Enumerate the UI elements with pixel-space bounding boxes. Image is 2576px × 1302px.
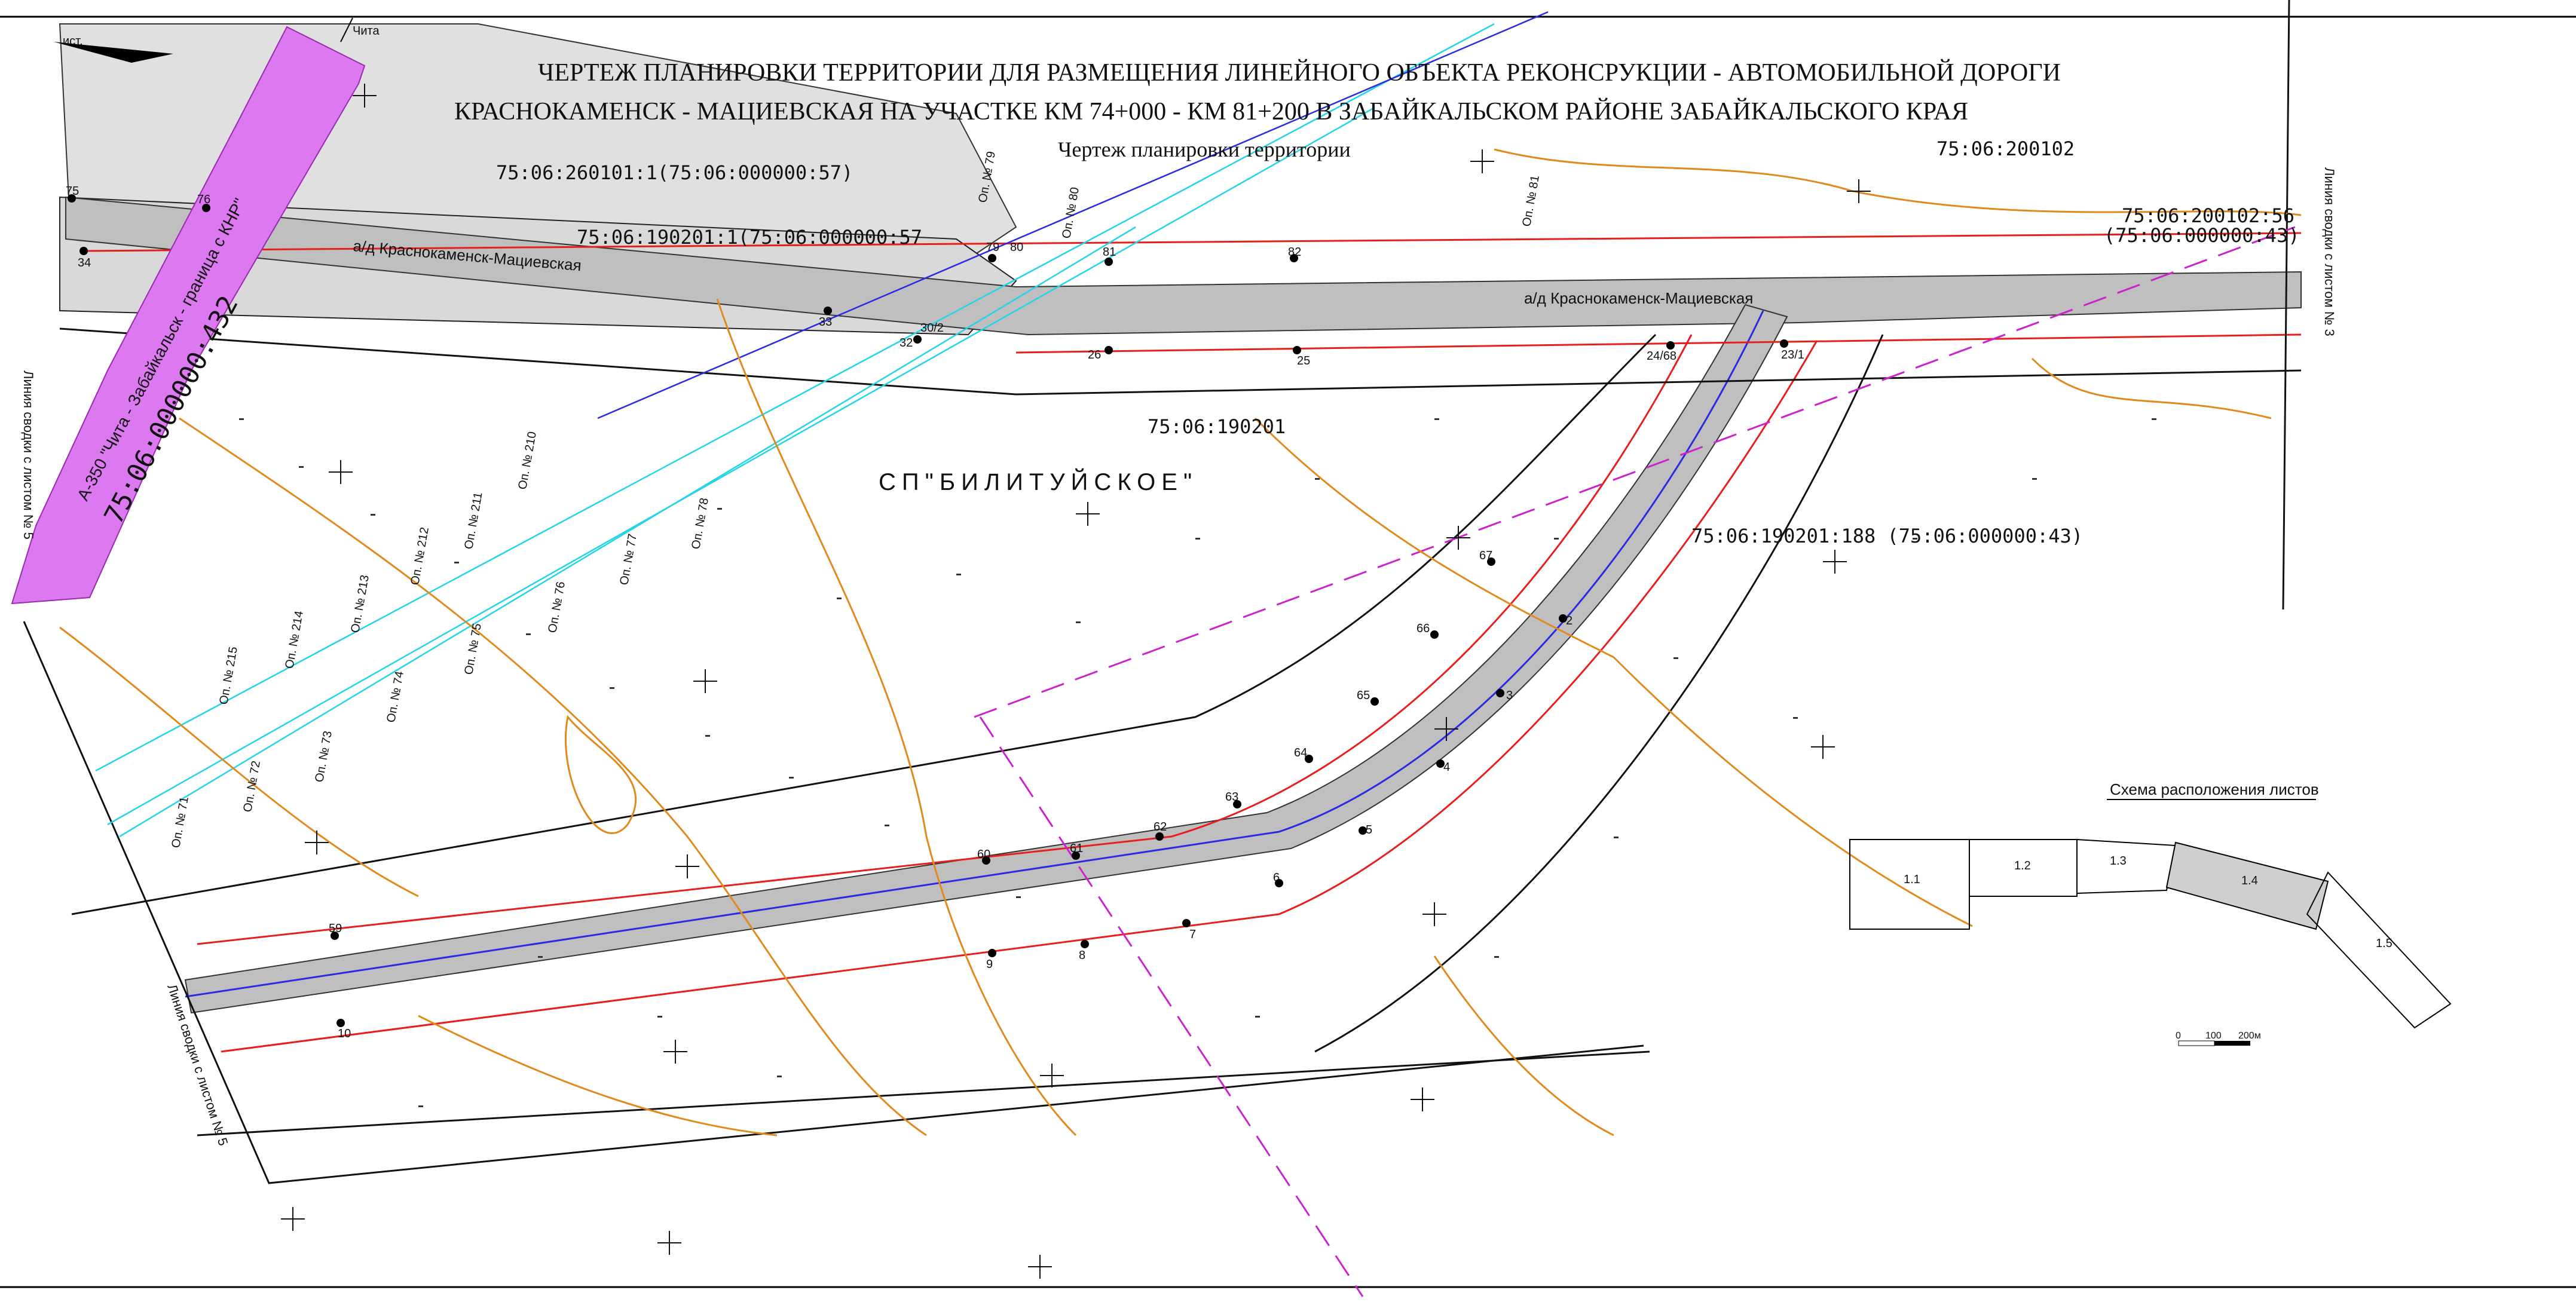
svg-text:62: 62 — [1154, 820, 1167, 834]
svg-text:82: 82 — [1288, 246, 1301, 259]
svg-text:76: 76 — [197, 193, 210, 206]
svg-text:Оп. № 77: Оп. № 77 — [617, 533, 640, 586]
svg-text:Оп. № 73: Оп. № 73 — [313, 730, 335, 783]
svg-text:67: 67 — [1479, 549, 1492, 562]
svg-text:100: 100 — [2205, 1031, 2222, 1041]
title-line-1: ЧЕРТЕЖ ПЛАНИРОВКИ ТЕРРИТОРИИ ДЛЯ РАЗМЕЩЕ… — [538, 59, 2061, 87]
svg-text:75: 75 — [66, 185, 79, 198]
boundary-line-4 — [1314, 334, 1884, 1053]
red-line-1 — [83, 232, 2302, 252]
grid-crosses — [281, 84, 1871, 1279]
blue-comm-line — [597, 11, 1549, 419]
svg-text:24/68: 24/68 — [1647, 350, 1676, 363]
parcel-label-3: 75:06:200102 — [1936, 137, 2075, 160]
parcel-label-4b: (75:06:000000:43) — [2104, 224, 2300, 247]
parcel-label-4a: 75:06:200102:56 — [2122, 204, 2294, 227]
svg-text:1.2: 1.2 — [2014, 859, 2031, 872]
svg-text:3: 3 — [1506, 689, 1513, 702]
svg-text:60: 60 — [977, 848, 990, 861]
svg-text:1.1: 1.1 — [1904, 873, 1920, 886]
svg-text:30/2: 30/2 — [920, 321, 944, 335]
svg-text:9: 9 — [986, 958, 993, 971]
svg-text:200м: 200м — [2238, 1031, 2261, 1041]
boundary-line-2 — [71, 333, 1657, 915]
svg-text:Оп. № 76: Оп. № 76 — [546, 581, 568, 634]
svg-text:1.4: 1.4 — [2241, 874, 2258, 887]
svg-text:64: 64 — [1294, 746, 1307, 759]
boundary-line-1 — [59, 327, 2302, 396]
boundary-line-5 — [2282, 0, 2290, 610]
parcel-label-6: 75:06:190201:188 (75:06:000000:43) — [1691, 525, 2083, 547]
svg-text:Оп. № 74: Оп. № 74 — [384, 670, 406, 724]
svg-text:79: 79 — [986, 241, 999, 254]
svg-text:33: 33 — [819, 315, 832, 329]
north-arrow: ист. — [54, 35, 173, 63]
svg-text:5: 5 — [1366, 823, 1372, 837]
svg-text:2: 2 — [1566, 614, 1572, 627]
svg-text:63: 63 — [1225, 791, 1238, 804]
chita-label: Чита — [353, 24, 380, 38]
svg-text:Оп. № 75: Оп. № 75 — [462, 623, 484, 676]
power-lines — [95, 23, 1495, 838]
sheet-scheme: Схема расположения листов 1.1 1.2 1.3 1.… — [1849, 780, 2452, 1029]
point-labels: 75 76 34 33 32 30/2 79 80 81 82 26 25 24… — [66, 185, 1804, 1040]
svg-text:7: 7 — [1189, 928, 1196, 941]
contour-lines — [59, 148, 2302, 1136]
svg-text:66: 66 — [1417, 622, 1430, 635]
magenta-dash-2 — [979, 716, 1364, 1297]
svg-text:61: 61 — [1070, 842, 1083, 855]
red-line-4 — [221, 340, 1818, 1053]
edge-label-right: Линия сводки с листом № 3 — [2322, 167, 2337, 336]
svg-text:Схема расположения листов: Схема расположения листов — [2110, 780, 2319, 798]
svg-text:80: 80 — [1010, 241, 1023, 254]
svg-text:1.5: 1.5 — [2376, 937, 2393, 950]
parcel-label-2: 75:06:190201:1(75:06:000000:57 — [577, 226, 922, 249]
svg-text:Оп. № 215: Оп. № 215 — [217, 646, 240, 706]
chita-arrow — [340, 17, 353, 42]
svg-text:Оп. № 212: Оп. № 212 — [408, 526, 432, 586]
sheet-edge-line — [23, 621, 1644, 1184]
svg-text:Оп. № 72: Оп. № 72 — [241, 760, 263, 813]
road-label-right: а/д Краснокаменск-Мациевская — [1524, 289, 1753, 307]
road-axis-line — [185, 310, 1764, 998]
svg-text:23/1: 23/1 — [1781, 348, 1804, 362]
svg-text:10: 10 — [338, 1027, 351, 1040]
svg-text:32: 32 — [900, 336, 913, 350]
svg-text:8: 8 — [1079, 949, 1085, 962]
svg-text:59: 59 — [329, 922, 342, 935]
svg-text:Оп. № 81: Оп. № 81 — [1520, 174, 1542, 228]
svg-text:26: 26 — [1088, 348, 1101, 362]
edge-label-left: Линия сводки с листом № 5 — [21, 370, 36, 540]
svg-text:6: 6 — [1273, 871, 1280, 884]
svg-text:0: 0 — [2176, 1031, 2181, 1041]
svg-text:Оп. № 211: Оп. № 211 — [462, 491, 485, 550]
svg-text:65: 65 — [1357, 689, 1370, 702]
boundary-line-3 — [197, 1050, 1650, 1136]
parcel-label-1: 75:06:260101:1(75:06:000000:57) — [496, 161, 853, 184]
red-line-2 — [1015, 333, 2302, 354]
svg-text:81: 81 — [1103, 246, 1116, 259]
title-line-2: КРАСНОКАМЕНСК - МАЦИЕВСКАЯ НА УЧАСТКЕ КМ… — [454, 98, 1968, 125]
svg-text:25: 25 — [1297, 354, 1310, 367]
settlement-label: СП"БИЛИТУЙСКОЕ" — [879, 468, 1198, 495]
svg-text:Оп. № 210: Оп. № 210 — [516, 431, 539, 491]
subtitle: Чертеж планировки территории — [1058, 137, 1351, 161]
survey-points — [68, 194, 1788, 1027]
svg-text:Оп. № 78: Оп. № 78 — [689, 497, 711, 550]
a350-corridor — [11, 26, 366, 605]
magenta-dash-1 — [974, 226, 2296, 718]
scale-bar: 0 100 200м — [2176, 1031, 2261, 1046]
svg-text:ист.: ист. — [63, 35, 83, 48]
road-band-curve — [184, 304, 1788, 1014]
svg-text:1.3: 1.3 — [2110, 854, 2127, 868]
parcel-label-5: 75:06:190201 — [1148, 415, 1286, 438]
svg-text:4: 4 — [1443, 761, 1450, 774]
marsh-symbols — [239, 418, 2156, 1107]
svg-text:34: 34 — [78, 256, 91, 269]
svg-text:Оп. № 71: Оп. № 71 — [169, 796, 191, 849]
red-line-3 — [197, 334, 1693, 945]
